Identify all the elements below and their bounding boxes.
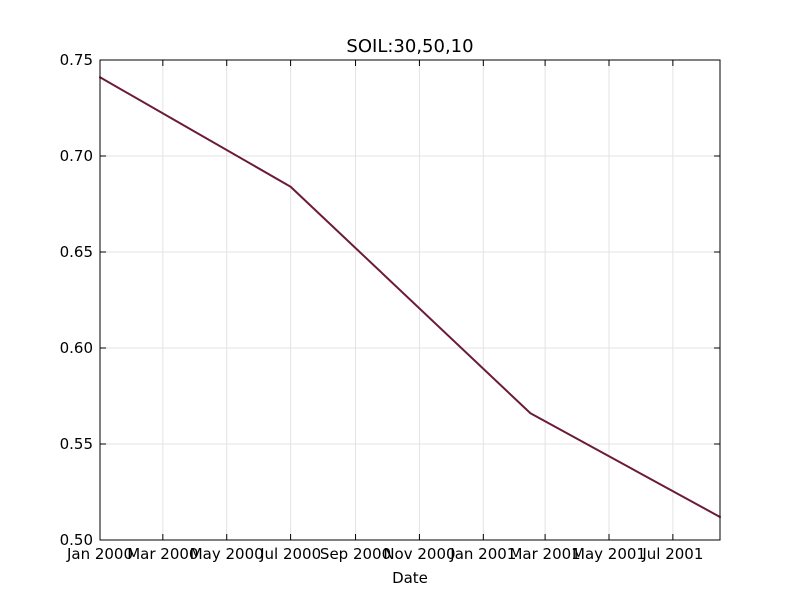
- x-tick-label: Nov 2000: [383, 545, 455, 563]
- y-tick-label: 0.50: [60, 531, 93, 549]
- axis-ticks: [99, 59, 720, 541]
- y-tick-label: 0.55: [60, 435, 93, 453]
- y-tick-labels: 0.50 0.55 0.60 0.65 0.70 0.75: [60, 51, 93, 549]
- x-tick-label: Jan 2000: [66, 545, 133, 563]
- series-line: [99, 76, 721, 518]
- x-axis-title: Date: [392, 569, 428, 587]
- x-tick-label: Mar 2000: [127, 545, 198, 563]
- x-tick-label: Sep 2000: [320, 545, 391, 563]
- x-tick-label: May 2000: [190, 545, 264, 563]
- y-tick-label: 0.60: [60, 339, 93, 357]
- x-tick-label: Jul 2001: [641, 545, 703, 563]
- x-tick-label: Jul 2000: [259, 545, 321, 563]
- x-tick-label: May 2001: [572, 545, 646, 563]
- y-tick-label: 0.70: [60, 147, 93, 165]
- plot-frame: [99, 59, 721, 541]
- y-tick-label: 0.65: [60, 243, 93, 261]
- chart-title: SOIL:30,50,10: [346, 36, 473, 57]
- x-tick-label: Jan 2001: [449, 545, 516, 563]
- y-tick-label: 0.75: [60, 51, 93, 69]
- x-tick-label: Mar 2001: [509, 545, 580, 563]
